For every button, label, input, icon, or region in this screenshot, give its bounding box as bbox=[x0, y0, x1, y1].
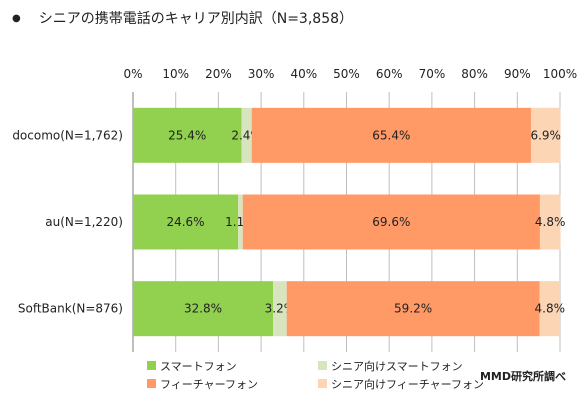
legend-label: フィーチャーフォン bbox=[160, 378, 258, 391]
data-label: 4.8% bbox=[535, 215, 566, 229]
x-tick-label: 0% bbox=[123, 67, 142, 81]
source-note: MMD研究所調べ bbox=[479, 370, 566, 383]
chart-title-row: ● シニアの携帯電話のキャリア別内訳（N=3,858） bbox=[12, 8, 353, 28]
legend-label: シニア向けフィーチャーフォン bbox=[331, 377, 484, 391]
bar-segment bbox=[251, 107, 531, 163]
data-label: 59.2% bbox=[394, 302, 432, 316]
legend-swatch bbox=[318, 379, 327, 388]
bar-segment bbox=[242, 194, 540, 250]
x-tick-label: 40% bbox=[290, 67, 317, 81]
x-tick-label: 50% bbox=[333, 67, 360, 81]
x-tick-label: 80% bbox=[461, 67, 488, 81]
bar-segment bbox=[273, 281, 287, 337]
legend-swatch bbox=[318, 361, 327, 370]
x-tick-label: 60% bbox=[376, 67, 403, 81]
bar-segment bbox=[241, 107, 252, 163]
bar-segment bbox=[133, 107, 242, 163]
bar-segment bbox=[539, 194, 561, 250]
x-tick-label: 30% bbox=[248, 67, 275, 81]
data-label: 32.8% bbox=[184, 302, 222, 316]
x-tick-label: 70% bbox=[419, 67, 446, 81]
data-label: 65.4% bbox=[372, 128, 410, 142]
bar-segment bbox=[133, 194, 239, 250]
bar-segment bbox=[133, 281, 274, 337]
x-tick-label: 90% bbox=[504, 67, 531, 81]
data-label: 6.9% bbox=[530, 128, 561, 142]
x-tick-label: 100% bbox=[543, 67, 577, 81]
category-label: SoftBank(N=876) bbox=[18, 302, 123, 316]
legend-label: スマートフォン bbox=[160, 360, 237, 373]
category-label: au(N=1,220) bbox=[45, 215, 123, 229]
x-tick-label: 10% bbox=[162, 67, 189, 81]
chart-title: シニアの携帯電話のキャリア別内訳（N=3,858） bbox=[38, 11, 354, 27]
x-tick-label: 20% bbox=[205, 67, 232, 81]
legend-swatch bbox=[147, 361, 156, 370]
legend-label: シニア向けスマートフォン bbox=[331, 359, 463, 373]
data-label: 25.4% bbox=[168, 128, 206, 142]
bar-segment bbox=[530, 107, 561, 163]
category-label: docomo(N=1,762) bbox=[12, 128, 123, 142]
data-label: 4.8% bbox=[535, 302, 566, 316]
data-label: 24.6% bbox=[166, 215, 204, 229]
data-label: 69.6% bbox=[372, 215, 410, 229]
legend-swatch bbox=[147, 379, 156, 388]
bar-segment bbox=[286, 281, 540, 337]
bar-segment bbox=[238, 194, 243, 250]
bullet-icon: ● bbox=[12, 12, 21, 24]
bar-segment bbox=[539, 281, 560, 337]
